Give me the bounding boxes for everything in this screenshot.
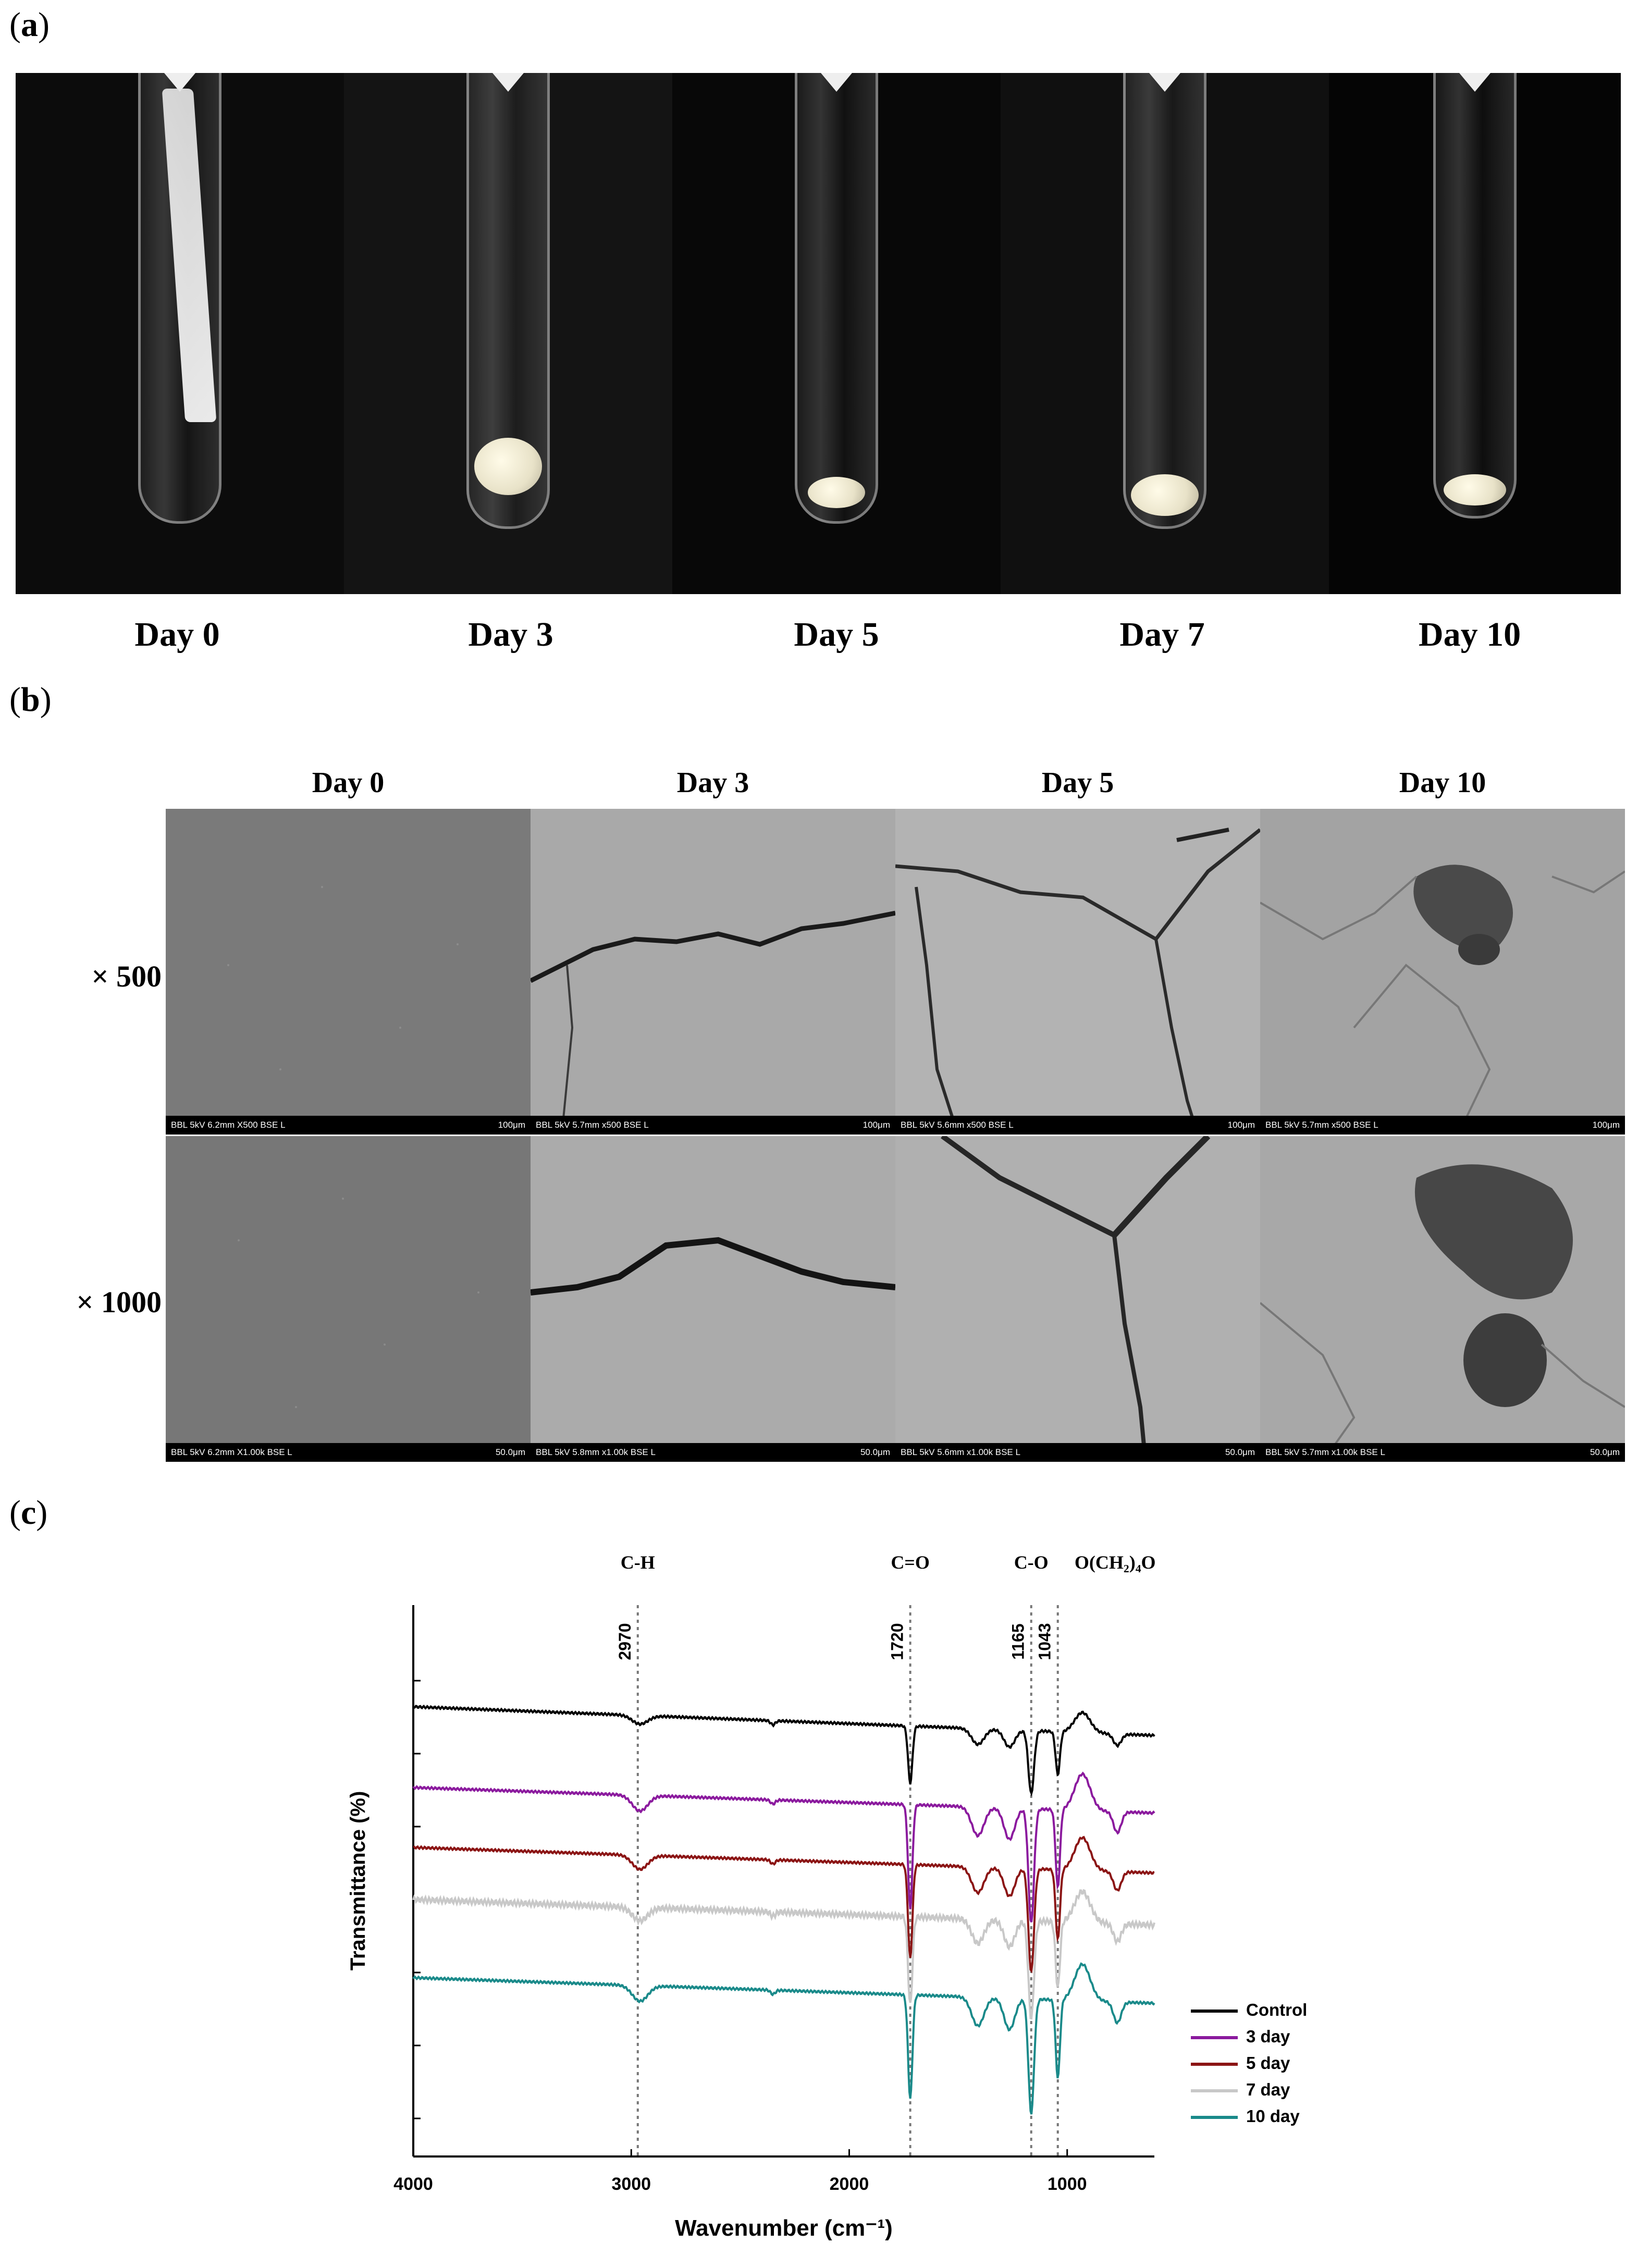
sem-row-x500: × 500 — [91, 959, 162, 993]
annotation-value-1043: 1043 — [1036, 1623, 1054, 1660]
x-tick-label: 2000 — [830, 2174, 869, 2194]
annotation-group-3: O(CH₂)₄O — [1075, 1552, 1156, 1573]
sem-image-day5-x500: BBL 5kV 5.6mm x500 BSE L 100μm — [895, 809, 1260, 1135]
day-label-5: Day 5 — [794, 615, 879, 654]
x-tick-label: 3000 — [611, 2174, 651, 2194]
annotation-group-2: C-O — [1014, 1552, 1049, 1573]
annotation-value-1720: 1720 — [888, 1623, 907, 1660]
legend-10-day: 10 day — [1191, 2106, 1300, 2126]
sem-row-x1000: × 1000 — [76, 1285, 162, 1319]
x-axis-label: Wavenumber (cm⁻¹) — [675, 2215, 893, 2241]
panel-b-label: (b) — [9, 681, 52, 719]
vial-photo-day-0 — [16, 73, 344, 594]
series-5-day — [413, 1835, 1155, 1974]
vial-photo-day-3 — [344, 73, 672, 594]
annotation-group-0: C-H — [621, 1552, 655, 1573]
sem-image-day5-x1000: BBL 5kV 5.6mm x1.00k BSE L 50.0μm — [895, 1136, 1260, 1462]
day-label-7: Day 7 — [1119, 615, 1205, 654]
series-3-day — [412, 1771, 1155, 1923]
day-label-10: Day 10 — [1418, 615, 1521, 654]
day-label-3: Day 3 — [468, 615, 553, 654]
series-control — [412, 1704, 1155, 1797]
annotation-value-2970: 2970 — [615, 1623, 634, 1660]
y-axis-label: Transmittance (%) — [347, 1791, 370, 1971]
vial-photo-day-10 — [1329, 73, 1621, 594]
x-tick-label: 1000 — [1048, 2174, 1087, 2194]
sem-image-day0-x500: BBL 5kV 6.2mm X500 BSE L 100μm — [166, 809, 531, 1135]
legend-7-day: 7 day — [1191, 2080, 1290, 2100]
vial-photo-day-5 — [672, 73, 1001, 594]
sem-image-day3-x1000: BBL 5kV 5.8mm x1.00k BSE L 50.0μm — [531, 1136, 895, 1462]
x-tick-label: 4000 — [393, 2174, 433, 2194]
sem-col-day-0: Day 0 — [312, 767, 385, 799]
sem-col-day-5: Day 5 — [1041, 767, 1114, 799]
annotation-group-1: C=O — [891, 1552, 930, 1573]
legend-3-day: 3 day — [1191, 2027, 1290, 2047]
sem-image-day0-x1000: BBL 5kV 6.2mm X1.00k BSE L 50.0μm — [166, 1136, 531, 1462]
panel-c-label: (c) — [9, 1494, 48, 1532]
series-10-day — [412, 1962, 1155, 2115]
vial-photo-strip — [16, 73, 1621, 594]
panel-a-label: (a) — [9, 6, 50, 44]
sem-image-day3-x500: BBL 5kV 5.7mm x500 BSE L 100μm — [531, 809, 895, 1135]
series-7-day — [412, 1889, 1155, 2020]
sem-image-day10-x500: BBL 5kV 5.7mm x500 BSE L 100μm — [1260, 809, 1625, 1135]
vial-photo-day-7 — [1001, 73, 1329, 594]
legend-control: Control — [1191, 2000, 1307, 2020]
sem-image-day10-x1000: BBL 5kV 5.7mm x1.00k BSE L 50.0μm — [1260, 1136, 1625, 1462]
day-label-0: Day 0 — [134, 615, 220, 654]
annotation-value-1165: 1165 — [1009, 1623, 1028, 1659]
legend-5-day: 5 day — [1191, 2053, 1290, 2073]
sem-col-day-10: Day 10 — [1399, 767, 1486, 799]
sem-col-day-3: Day 3 — [676, 767, 749, 799]
